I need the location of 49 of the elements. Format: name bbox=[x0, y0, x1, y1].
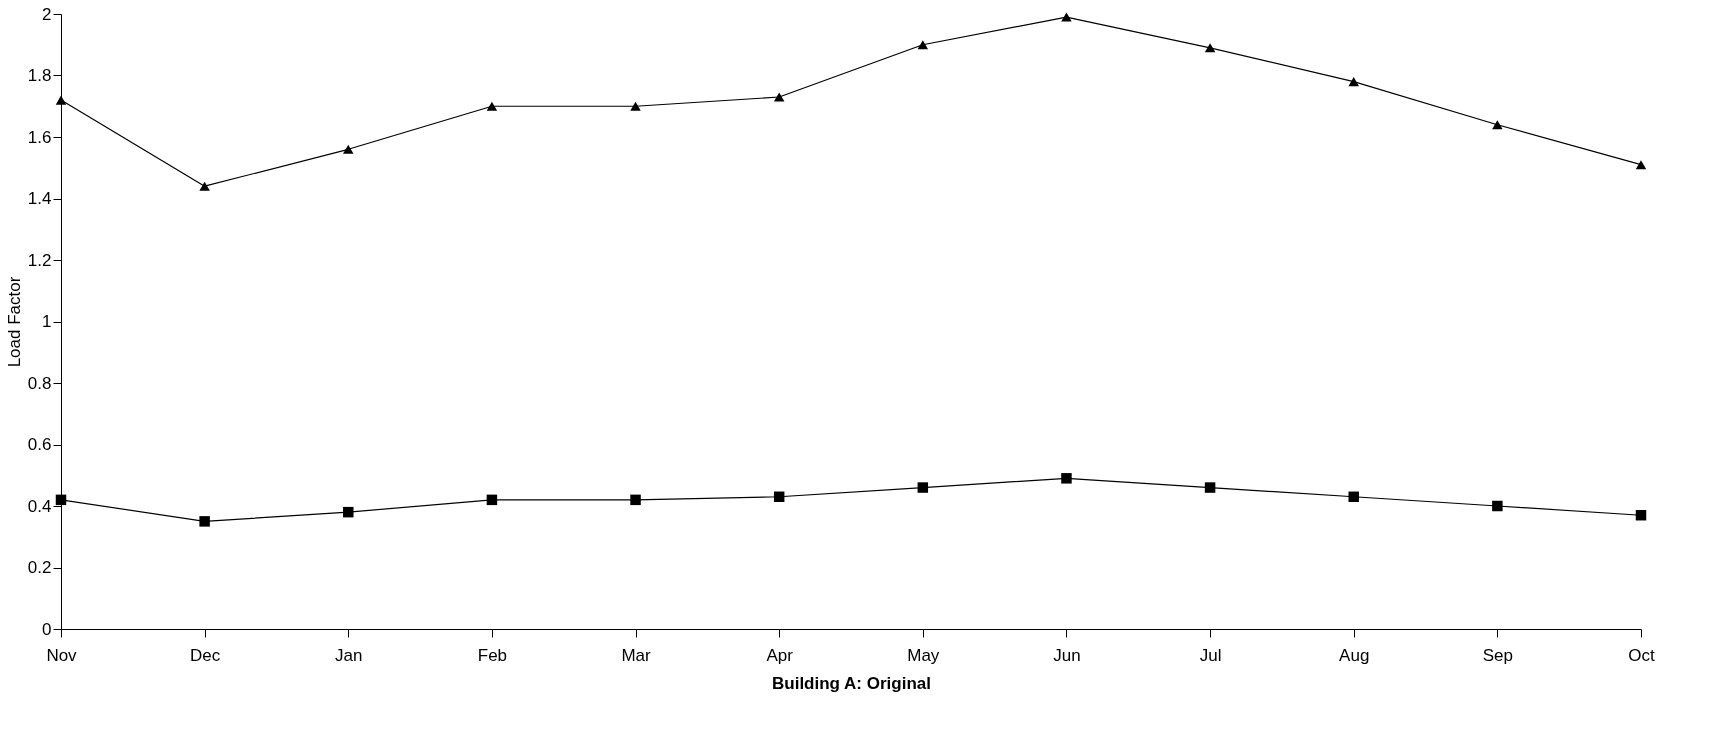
point bbox=[1204, 43, 1216, 53]
x-tick-label: Dec bbox=[190, 645, 221, 665]
x-tick-label: Nov bbox=[46, 645, 78, 665]
point bbox=[199, 516, 210, 527]
y-tick-label: 1.2 bbox=[27, 250, 52, 270]
y-tick-label: 0.2 bbox=[27, 558, 52, 577]
x-tick-label: Jun bbox=[1053, 645, 1081, 665]
x-tick-label: Aug bbox=[1339, 645, 1370, 665]
point bbox=[55, 494, 67, 506]
y-tick-label: 1.4 bbox=[27, 189, 52, 208]
point bbox=[773, 491, 785, 503]
y-tick-label: 0.6 bbox=[27, 435, 52, 454]
point bbox=[55, 95, 67, 105]
point bbox=[199, 181, 210, 191]
y-tick-label: 1.6 bbox=[27, 127, 52, 147]
x-tick-label: Sep bbox=[1482, 645, 1513, 665]
point bbox=[1635, 160, 1647, 170]
point bbox=[917, 482, 929, 493]
point bbox=[343, 144, 354, 154]
x-tick-label: Oct bbox=[1628, 645, 1655, 665]
point bbox=[343, 506, 354, 518]
point bbox=[1204, 482, 1216, 493]
point bbox=[1348, 77, 1359, 87]
point bbox=[1635, 509, 1647, 521]
point bbox=[1492, 120, 1503, 130]
point bbox=[630, 494, 641, 506]
x-tick-label: Mar bbox=[621, 645, 652, 665]
y-tick-label: 1 bbox=[42, 312, 52, 331]
point bbox=[1492, 500, 1503, 512]
y-tick-label: 0 bbox=[42, 619, 52, 639]
x-axis-title: Building A: Original bbox=[772, 673, 931, 693]
x-tick-label: Feb bbox=[477, 645, 508, 665]
x-tick-label: May bbox=[907, 645, 940, 665]
y-tick-label: 1.8 bbox=[27, 66, 52, 85]
x-tick-label: Jan bbox=[335, 645, 363, 665]
point bbox=[630, 101, 641, 111]
y-tick-label: 0.4 bbox=[27, 496, 52, 516]
y-tick-label: 2 bbox=[42, 4, 52, 24]
point bbox=[1061, 12, 1072, 22]
point bbox=[773, 92, 785, 102]
y-axis-title: Load Factor bbox=[4, 276, 24, 368]
x-tick-label: Jul bbox=[1199, 645, 1222, 665]
point bbox=[486, 101, 498, 111]
x-tick-label: Apr bbox=[766, 645, 794, 665]
point bbox=[917, 40, 929, 50]
point bbox=[1348, 491, 1359, 503]
point bbox=[1061, 473, 1072, 484]
y-tick-label: 0.8 bbox=[27, 373, 52, 393]
point bbox=[486, 494, 498, 506]
